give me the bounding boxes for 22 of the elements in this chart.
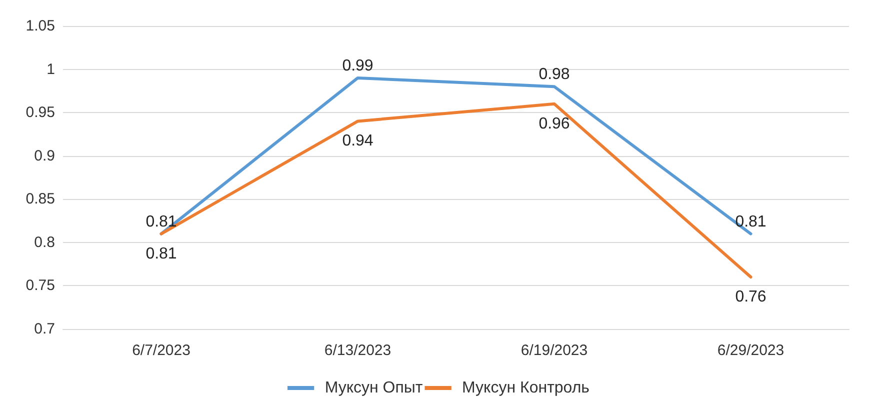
x-tick-label: 6/19/2023 xyxy=(520,342,588,359)
y-tick-label: 0.8 xyxy=(34,234,55,251)
data-label: 0.94 xyxy=(342,132,374,150)
x-tick-label: 6/13/2023 xyxy=(324,342,392,359)
y-tick-label: 0.7 xyxy=(34,320,55,338)
data-label: 0.81 xyxy=(146,213,177,230)
y-tick-label: 0.75 xyxy=(26,277,55,294)
data-label: 0.76 xyxy=(735,288,766,306)
data-label: 0.96 xyxy=(538,115,570,132)
y-tick-label: 0.9 xyxy=(34,147,55,164)
y-tick-label: 1 xyxy=(46,60,55,78)
data-label: 0.98 xyxy=(538,66,570,84)
data-label: 0.99 xyxy=(342,57,374,74)
y-tick-label: 1.05 xyxy=(26,18,55,34)
legend-label: Муксун Контроль xyxy=(462,380,590,396)
y-tick-label: 0.85 xyxy=(26,190,55,208)
y-tick-label: 0.95 xyxy=(26,104,55,122)
x-tick-label: 6/29/2023 xyxy=(717,342,784,359)
data-label: 0.81 xyxy=(146,245,177,262)
x-tick-label: 6/7/2023 xyxy=(132,342,190,359)
legend-label: Муксун Опыт xyxy=(324,380,424,396)
data-label: 0.81 xyxy=(735,213,766,230)
